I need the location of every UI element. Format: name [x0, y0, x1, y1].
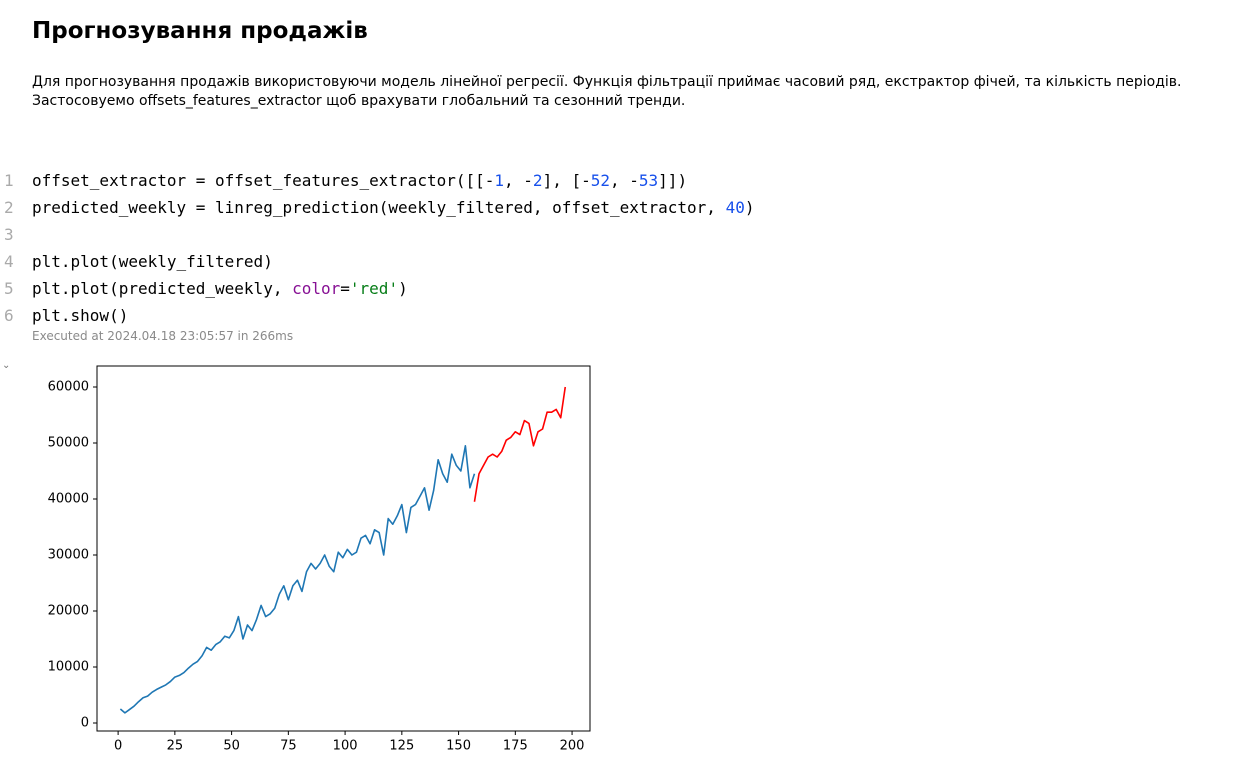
- x-tick-label: 75: [280, 739, 297, 754]
- y-tick-label: 60000: [48, 379, 89, 394]
- title: Прогнозування продажів: [32, 18, 368, 44]
- execution-info: Executed at 2024.04.18 23:05:57 in 266ms: [32, 329, 294, 343]
- code-token: predicted_weekly = linreg_prediction(wee…: [32, 198, 726, 217]
- code-token: 53: [638, 171, 659, 190]
- code-token: plt.plot(predicted_weekly,: [32, 279, 293, 298]
- code-token: ], [-: [542, 171, 591, 190]
- x-tick-label: 25: [167, 739, 184, 754]
- line-number: 6: [4, 306, 14, 325]
- code-token: ): [398, 279, 408, 298]
- code-line: offset_extractor = offset_features_extra…: [32, 167, 687, 194]
- x-tick-label: 150: [446, 739, 471, 754]
- code-token: 2: [532, 171, 543, 190]
- code-token: ]]): [658, 171, 688, 190]
- code-token: , -: [504, 171, 533, 190]
- x-tick-label: 100: [333, 739, 358, 754]
- code-token: 52: [590, 171, 610, 190]
- series-line: [119, 444, 476, 714]
- y-tick-label: 0: [81, 715, 89, 730]
- code-line: plt.show(): [32, 302, 128, 329]
- line-number: 1: [4, 171, 14, 190]
- y-tick-label: 20000: [48, 603, 89, 618]
- code-token: plt.show(): [32, 306, 129, 325]
- code-line: plt.plot(predicted_weekly, color='red'): [32, 275, 408, 302]
- line-number: 3: [4, 225, 14, 244]
- chart: 0 10000 20000 30000 40000 50000 60000 0 25 50 75 10…: [48, 365, 591, 754]
- code-token: ): [744, 198, 755, 217]
- code-token: offset_extractor = offset_features_extra…: [32, 171, 495, 190]
- y-tick-label: 40000: [48, 491, 89, 506]
- line-number: 2: [4, 198, 14, 217]
- x-tick-label: 0: [114, 739, 122, 754]
- x-tick-label: 125: [389, 739, 414, 754]
- collapse-toggle[interactable]: ⌄: [2, 360, 11, 371]
- x-tick-label: 200: [560, 739, 585, 754]
- code-token: color: [292, 279, 341, 298]
- y-tick-label: 30000: [48, 547, 89, 562]
- code-line: predicted_weekly = linreg_prediction(wee…: [32, 194, 754, 221]
- line-number: 5: [4, 279, 14, 298]
- code-token: 1: [494, 171, 505, 190]
- code-line: plt.plot(weekly_filtered): [32, 248, 273, 275]
- y-tick-label: 50000: [48, 435, 89, 450]
- code-token: =: [340, 279, 350, 298]
- series-line: [473, 386, 567, 502]
- description: Для прогнозування продажів використовуюч…: [32, 74, 1182, 109]
- code-token: , -: [610, 171, 639, 190]
- x-tick-label: 50: [223, 739, 240, 754]
- y-tick-label: 10000: [48, 659, 89, 674]
- plot-frame: [96, 365, 591, 732]
- x-tick-label: 175: [503, 739, 528, 754]
- code-token: 'red': [349, 279, 399, 298]
- code-token: 40: [725, 198, 745, 217]
- code-token: plt.plot(weekly_filtered): [32, 252, 273, 271]
- line-number: 4: [4, 252, 14, 271]
